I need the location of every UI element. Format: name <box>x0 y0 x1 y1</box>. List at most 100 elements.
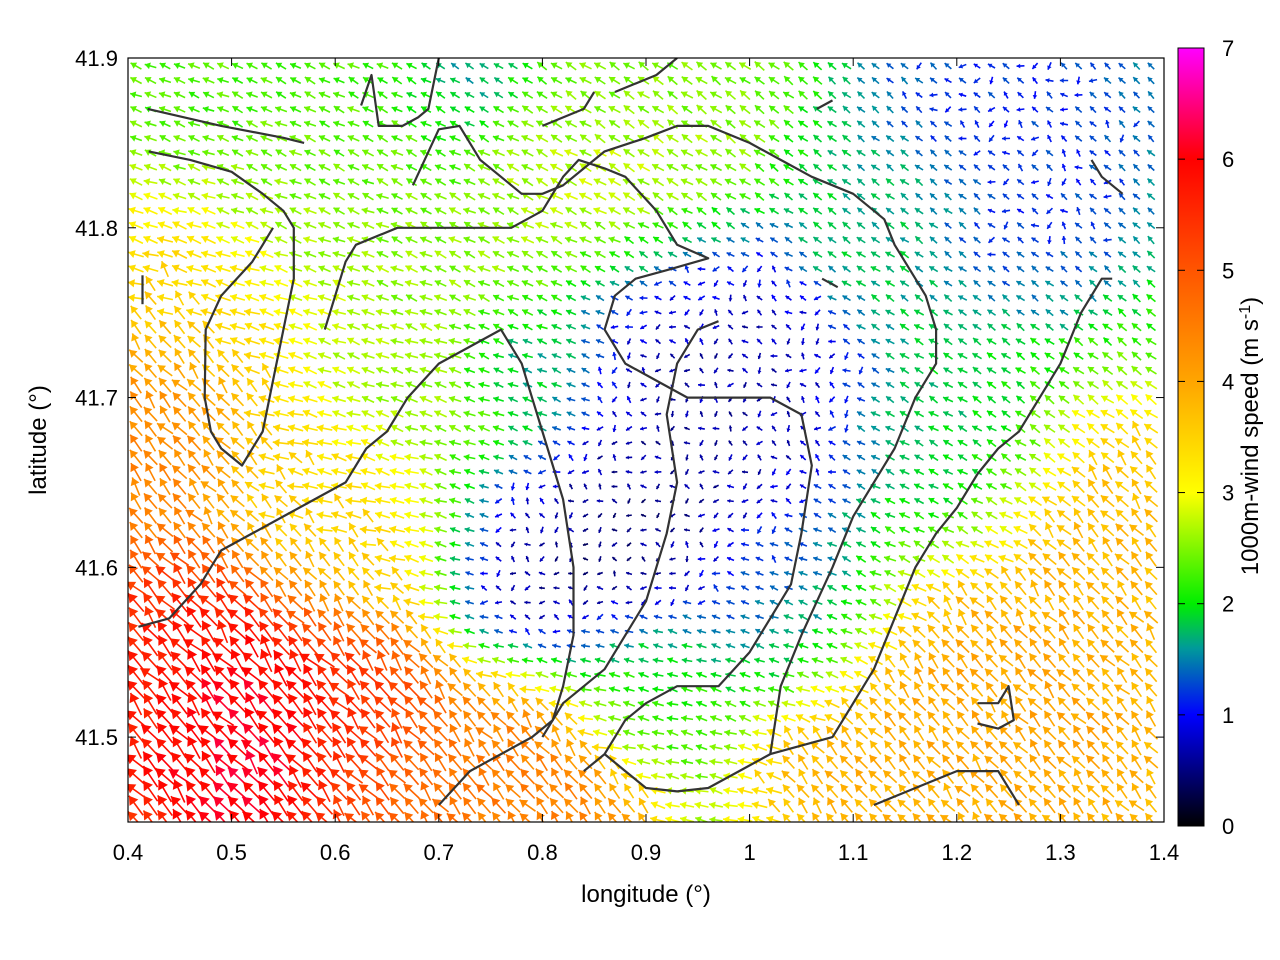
wind-arrow <box>420 623 432 640</box>
wind-arrow <box>842 469 851 475</box>
wind-arrow <box>841 280 852 287</box>
wind-arrow <box>230 236 245 244</box>
wind-arrow <box>477 811 487 822</box>
wind-arrow <box>198 811 213 822</box>
wind-arrow <box>636 758 651 766</box>
wind-arrow <box>493 724 504 742</box>
wind-arrow <box>157 221 173 230</box>
wind-arrow <box>389 511 405 519</box>
wind-arrow <box>752 728 767 737</box>
wind-arrow <box>698 498 705 504</box>
wind-arrow <box>957 811 966 822</box>
wind-arrow <box>448 308 462 316</box>
wind-arrow <box>274 178 288 186</box>
wind-arrow <box>784 541 793 548</box>
wind-arrow <box>521 657 534 664</box>
wind-arrow <box>1014 666 1027 684</box>
wind-arrow <box>554 556 559 562</box>
wind-arrow <box>610 628 619 634</box>
wind-arrow <box>244 365 260 375</box>
wind-arrow <box>521 177 534 187</box>
y-axis: 41.541.641.741.841.9 <box>75 46 1164 750</box>
wind-arrow <box>1144 437 1158 449</box>
y-tick-label: 41.9 <box>75 46 118 71</box>
wind-arrow <box>521 163 534 171</box>
wind-arrow <box>505 783 521 799</box>
wind-arrow <box>856 338 866 345</box>
wind-arrow <box>582 498 589 504</box>
wind-arrow <box>680 714 694 722</box>
wind-arrow <box>1030 223 1040 228</box>
wind-arrow <box>639 614 648 620</box>
wind-arrow <box>623 783 635 799</box>
wind-arrow <box>854 798 868 813</box>
terrain-contour <box>138 328 575 806</box>
wind-arrow <box>144 76 157 85</box>
wind-arrow <box>699 410 704 418</box>
wind-arrow <box>478 352 490 360</box>
wind-arrow <box>567 499 575 503</box>
wind-arrow <box>479 541 489 548</box>
wind-arrow <box>1089 62 1097 70</box>
wind-arrow <box>1118 62 1126 70</box>
wind-arrow <box>754 642 765 650</box>
wind-arrow <box>579 207 592 215</box>
wind-arrow <box>740 585 750 591</box>
wind-arrow <box>652 715 664 722</box>
wind-arrow <box>1147 163 1155 172</box>
wind-arrow <box>156 536 174 553</box>
wind-arrow <box>1103 237 1112 243</box>
wind-arrow <box>420 91 432 99</box>
wind-arrow <box>783 134 794 143</box>
wind-arrow <box>814 410 821 418</box>
wind-arrow <box>610 309 619 316</box>
wind-arrow <box>929 192 938 201</box>
wind-arrow <box>841 62 852 70</box>
wind-arrow <box>373 738 392 757</box>
wind-arrow <box>171 592 188 613</box>
wind-arrow <box>623 235 635 245</box>
wind-arrow <box>418 540 434 548</box>
wind-arrow <box>594 797 606 814</box>
wind-arrow <box>1100 509 1115 522</box>
wind-arrow <box>345 781 362 801</box>
wind-arrow <box>577 714 594 723</box>
wind-arrow <box>798 251 808 258</box>
wind-arrow <box>1071 609 1086 625</box>
wind-arrow <box>361 795 375 816</box>
wind-arrow <box>448 337 462 345</box>
wind-arrow <box>751 801 768 810</box>
wind-arrow <box>332 566 346 581</box>
wind-arrow <box>242 781 262 801</box>
wind-arrow <box>971 511 983 520</box>
wind-arrow <box>999 581 1013 595</box>
wind-arrow <box>130 492 142 510</box>
wind-arrow <box>1131 478 1142 495</box>
wind-arrow <box>405 265 418 273</box>
wind-arrow <box>302 366 318 375</box>
wind-arrow <box>538 614 546 620</box>
wind-arrow <box>637 729 650 737</box>
wind-arrow <box>187 648 201 673</box>
wind-arrow <box>1147 235 1155 245</box>
wind-arrow <box>753 149 766 157</box>
wind-arrow <box>276 507 286 524</box>
wind-arrow <box>1115 465 1129 479</box>
wind-arrow <box>346 664 361 686</box>
wind-arrow <box>554 512 559 519</box>
wind-arrow <box>797 149 809 157</box>
wind-arrow <box>202 106 215 113</box>
wind-arrow <box>521 91 534 99</box>
wind-arrow <box>914 221 924 230</box>
wind-arrow <box>129 692 143 716</box>
wind-arrow <box>914 439 924 447</box>
wind-arrow <box>987 106 996 113</box>
wind-arrow <box>709 743 723 751</box>
wind-arrow <box>929 294 938 302</box>
wind-arrow <box>567 469 575 475</box>
wind-arrow <box>578 811 588 822</box>
wind-arrow <box>1128 799 1145 812</box>
wind-arrow <box>680 149 694 157</box>
wind-arrow <box>625 571 633 576</box>
wind-arrow <box>839 754 854 770</box>
